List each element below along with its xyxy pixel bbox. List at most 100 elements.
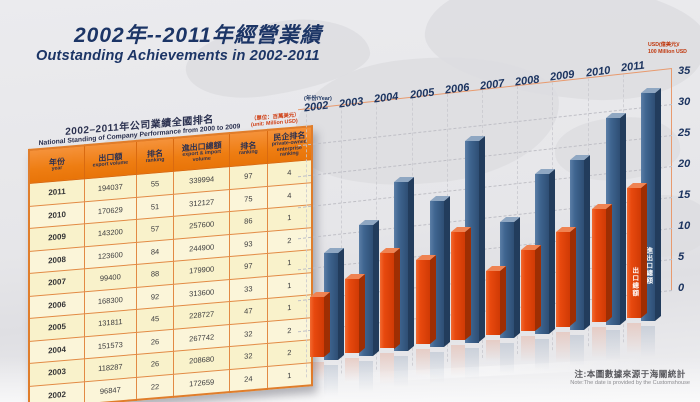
export-volume-bar-2004-reflection: [380, 353, 395, 387]
value-cell: 55: [136, 171, 174, 197]
total-volume-bar-2010-side-face: [619, 113, 626, 326]
value-cell: 45: [136, 306, 174, 332]
source-note-en: Note:The date is provided by the Customs…: [570, 380, 690, 386]
export-volume-bar-2008-front-face: [521, 250, 536, 331]
export-volume-bar-2004-front-face: [380, 252, 395, 349]
total-volume-bar-2005-reflection: [429, 352, 444, 386]
export-volume-bar-2005-reflection: [415, 349, 430, 379]
total-volume-bar-2004-reflection: [394, 356, 409, 391]
export-volume-bar-2009-side-face: [570, 227, 577, 327]
total-volume-bar-2005-side-face: [443, 196, 450, 347]
year-gridline: [306, 109, 307, 378]
value-cell: 86: [229, 208, 268, 235]
total-volume-bar-2008-side-face: [549, 169, 556, 334]
total-volume-bar-2007-reflection: [500, 343, 514, 378]
total-volume-bar-2011-label: 進出口總額: [644, 247, 652, 285]
y-axis-tick-label: 0: [678, 282, 685, 294]
y-axis-tick-label: 10: [678, 220, 691, 232]
export-volume-bar-2006-side-face: [464, 226, 471, 340]
x-axis-year-label: 2003: [338, 95, 365, 111]
value-cell: 26: [136, 351, 174, 377]
value-cell: 33: [229, 275, 268, 302]
y-axis-unit-label: USD(億美元)/ 100 Million USD: [648, 42, 687, 56]
y-axis-unit-line1: USD(億美元)/: [648, 42, 680, 48]
y-axis-unit-line2: 100 Million USD: [648, 48, 687, 55]
page-title: 2002年--2011年經營業績 Outstanding Achievement…: [36, 24, 322, 64]
source-note-zh: 注:本圖數據來源于海關統計: [574, 369, 686, 379]
export-volume-bar-2004-side-face: [394, 247, 401, 349]
export-volume-bar-2002-front-face: [310, 296, 324, 357]
value-cell: 92: [136, 283, 174, 310]
y-axis-line: [671, 69, 672, 291]
export-volume-bar-2006-reflection: [450, 344, 465, 379]
y-axis-tick-label: 15: [678, 189, 691, 201]
export-volume-bar-2011-front-face: 出口總額: [626, 188, 641, 319]
total-volume-bar-2010-reflection: [605, 330, 620, 365]
column-header: 年份 year: [29, 145, 85, 184]
export-volume-bar-2009-front-face: [556, 232, 571, 327]
export-volume-bar-2005: [415, 255, 436, 344]
export-volume-bar-2010-side-face: [605, 204, 612, 323]
export-volume-bar-2008-side-face: [535, 245, 542, 331]
performance-table: 年份 year 出口額 export volume 排名 ranking 進出口總額 expo…: [28, 125, 313, 402]
column-header: 出口額 export volume: [84, 140, 137, 179]
value-cell: 57: [136, 216, 174, 242]
export-volume-bar-2006: [450, 226, 471, 340]
export-volume-bar-2004: [380, 247, 401, 349]
total-volume-bar-2003-side-face: [373, 220, 380, 356]
export-volume-bar-2011-side-face: [640, 183, 647, 319]
value-cell: 75: [229, 185, 268, 212]
export-volume-bar-2011-label: 出口總額: [630, 267, 638, 298]
total-volume-bar-2009-reflection: [570, 334, 585, 369]
total-volume-bar-2006-reflection: [464, 347, 479, 382]
value-cell: 172659: [173, 369, 230, 397]
export-volume-bar-2005-side-face: [429, 255, 436, 344]
export-volume-bar-2003: [345, 273, 366, 353]
total-volume-bar-2011-reflection: [640, 326, 655, 361]
column-header: 進出口總額 export & import volume: [173, 133, 230, 172]
value-cell: 32: [229, 320, 268, 347]
export-volume-bar-2003-side-face: [359, 273, 366, 353]
x-axis-caption: (年份/Year): [304, 96, 332, 102]
page-title-en: Outstanding Achievements in 2002-2011: [36, 47, 320, 64]
year-cell: 2002: [29, 381, 85, 402]
total-volume-bar-2002-reflection: [324, 365, 338, 399]
total-volume-bar-2006-side-face: [478, 136, 485, 343]
export-volume-bar-2010: [591, 204, 612, 323]
bar-chart: 進出口總額 出口總額 USD(億美元)/ 100 Million USD 0 5 10…: [298, 42, 700, 402]
value-cell: 97: [229, 163, 268, 190]
export-volume-bar-2011-reflection: [626, 323, 641, 358]
source-note: 注:本圖數據來源于海關統計 Note:The date is provided …: [570, 368, 690, 386]
total-volume-bar-2002-side-face: [338, 247, 344, 360]
column-header-en: export & import volume: [182, 148, 221, 163]
export-volume-bar-2007-side-face: [500, 265, 506, 336]
y-axis-tick-label: 25: [678, 127, 691, 139]
total-volume-bar-2003-reflection: [359, 360, 374, 395]
value-cell: 51: [136, 193, 174, 220]
export-volume-bar-2005-front-face: [415, 260, 430, 344]
performance-table-section: 2002–2011年公司業績全國排名 National Standing of …: [28, 92, 313, 402]
export-volume-bar-2010-front-face: [591, 209, 606, 323]
export-volume-bar-2006-front-face: [450, 231, 465, 340]
x-axis-year-label: 2008: [514, 73, 541, 89]
export-volume-bar-2008: [521, 245, 542, 331]
export-volume-bar-2011: 出口總額: [626, 183, 647, 319]
y-axis-tick-label: 30: [678, 96, 691, 108]
export-volume-bar-2009-reflection: [556, 331, 571, 365]
export-volume-bar-2010-reflection: [591, 327, 606, 362]
export-volume-bar-2009: [556, 227, 577, 327]
total-volume-bar-2008-reflection: [535, 339, 550, 374]
total-volume-bar-2007-side-face: [514, 216, 520, 339]
value-cell: 47: [229, 298, 268, 325]
total-volume-bar-2004-side-face: [408, 177, 415, 352]
y-axis-tick-label: 20: [678, 158, 691, 170]
value-cell: 22: [136, 373, 174, 400]
value-cell: 93: [229, 230, 268, 257]
page-title-zh: 2002年--2011年經營業績: [74, 24, 322, 47]
value-cell: 26: [136, 328, 174, 355]
value-cell: 84: [136, 238, 174, 265]
value-cell: 24: [229, 365, 268, 393]
column-header: 排名 ranking: [136, 137, 174, 175]
value-cell: 32: [229, 343, 268, 370]
